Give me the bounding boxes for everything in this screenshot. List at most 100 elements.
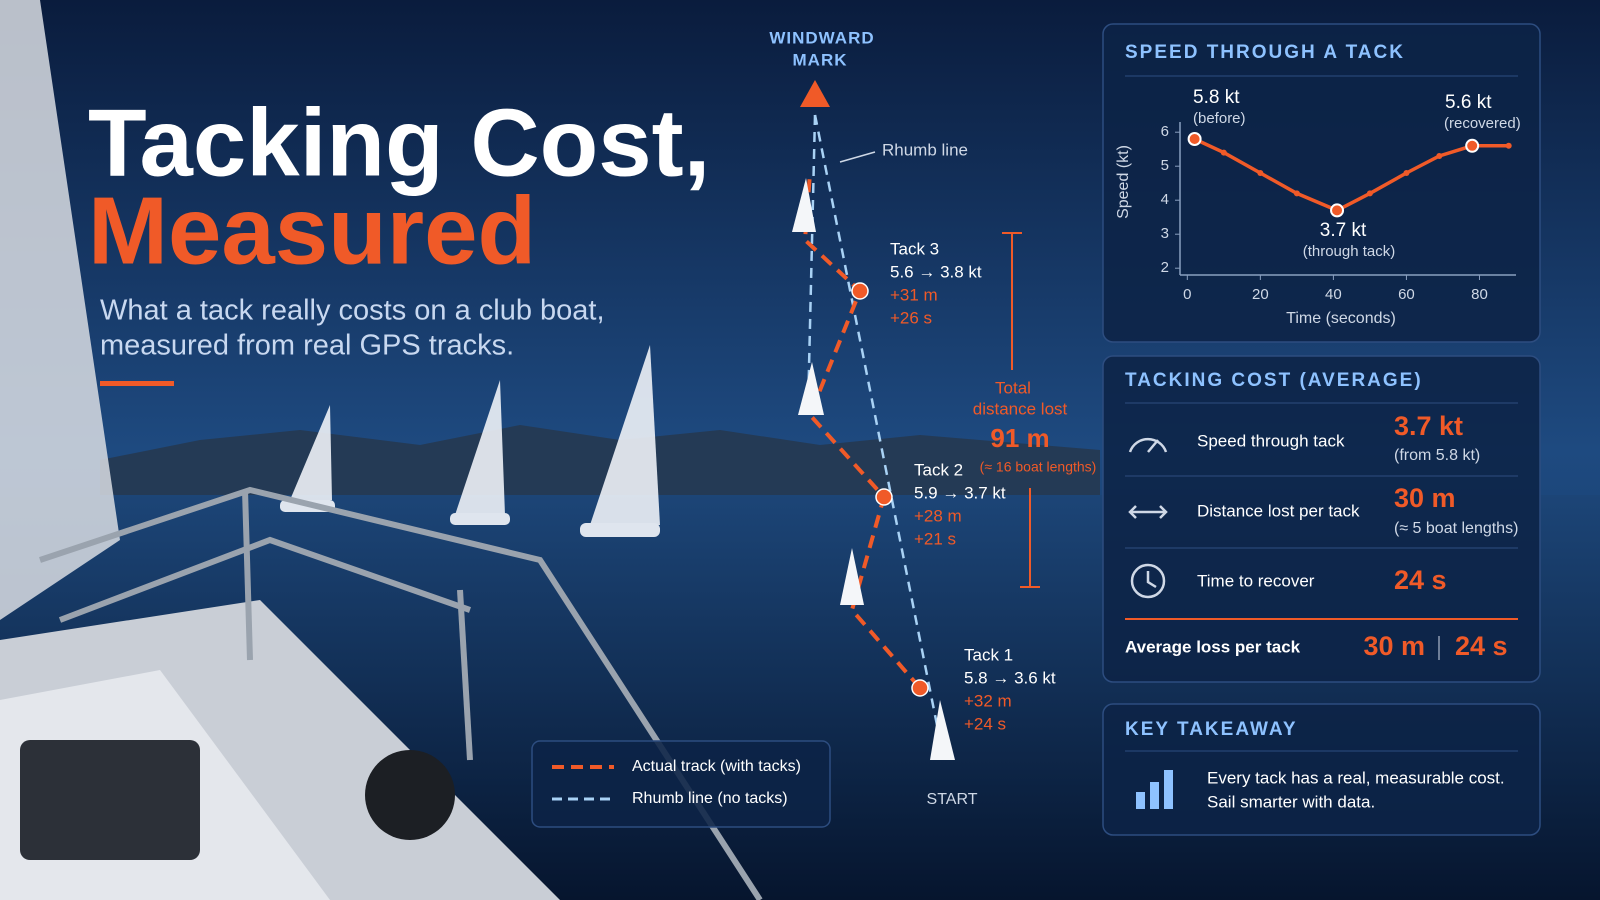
x-tick-label: 20 [1252,286,1269,303]
row-value: 3.7 kt [1394,411,1463,441]
annotation: 3.7 kt [1320,220,1367,241]
decoration [457,589,473,761]
decoration [1136,770,1173,809]
decoration [590,345,660,525]
decoration [290,345,660,525]
decoration [580,523,660,537]
row-note: (from 5.8 kt) [1394,447,1480,464]
decoration [813,114,942,741]
legend-entry: Actual track (with tacks) [632,758,801,775]
legend-entry: Rhumb line (no tacks) [632,790,788,807]
decoration: Speed through tack 3.7 kt (from 5.8 kt) … [1125,411,1518,661]
tack-name: Tack 2 [914,460,963,479]
y-tick-label: 6 [1161,123,1169,140]
row-value: 24 s [1394,565,1447,595]
tack-distance: +32 m [964,691,1012,710]
decoration [1128,505,1137,519]
decoration [806,114,817,411]
x-tick-label: 0 [1183,286,1191,303]
decoration [0,0,120,620]
y-tick-label: 4 [1161,191,1169,208]
y-axis-label: Speed (kt) [1115,145,1132,219]
tack-time: +26 s [890,308,932,327]
row-label: Distance lost per tack [1197,501,1360,520]
decoration [1102,355,1541,683]
mark-label: WINDWARD [769,28,874,47]
annotation-note: (recovered) [1444,115,1521,132]
decoration [450,513,510,525]
decoration [1150,782,1159,809]
total-label: Total [995,378,1031,397]
row-label: Speed through tack [1197,431,1345,450]
average-label: Average loss per tack [1125,637,1301,656]
title: Tacking Cost, [88,89,710,196]
decoration [800,80,830,107]
decoration [1102,703,1541,836]
tack-name: Tack 1 [964,645,1013,664]
data-point [1220,149,1227,156]
tack-distance: +31 m [890,285,938,304]
data-point [1366,190,1373,197]
decoration [840,548,864,605]
data-point [1403,170,1410,176]
row-note: (≈ 5 boat lengths) [1394,520,1518,537]
decoration [792,178,816,232]
data-point [1187,132,1202,146]
decoration [1002,232,1040,588]
takeaway-text: Every tack has a real, measurable cost. [1207,768,1505,787]
decoration [792,178,955,760]
decoration [455,380,505,515]
data-point [1293,190,1300,197]
decoration [365,750,455,840]
tack-name: Tack 3 [890,239,939,258]
chart-title: SPEED THROUGH A TACK [1125,42,1405,63]
x-tick-label: 40 [1325,286,1342,303]
annotation-note: (through tack) [1303,243,1396,260]
decoration [100,381,174,386]
data-point [1436,153,1443,159]
decoration [39,486,763,900]
y-tick-label: 3 [1161,225,1169,242]
tack-distance: +28 m [914,506,962,525]
tack-speeds: 5.9 → 3.7 kt [914,483,1006,502]
data-point [1257,170,1264,176]
decoration [1130,563,1166,599]
row-label: Time to recover [1197,571,1315,590]
x-tick-label: 80 [1471,286,1488,303]
decoration [242,489,253,661]
y-tick-label: 2 [1161,259,1169,276]
decoration [58,536,471,623]
decoration [39,486,763,900]
decoration [798,362,824,415]
decoration [1128,437,1168,453]
data-point [1465,138,1480,153]
row-value: 30 m [1394,483,1456,513]
decoration [20,740,200,860]
decoration [851,282,869,300]
average-time: 24 s [1455,631,1508,661]
decoration [839,151,876,163]
tack-time: +24 s [964,714,1006,733]
tack-time: +21 s [914,529,956,548]
decoration [290,405,332,500]
decoration [1128,505,1168,519]
subtitle: What a tack really costs on a club boat, [100,295,605,327]
panel-title: TACKING COST (AVERAGE) [1125,370,1423,391]
title: Measured [88,177,536,284]
takeaway-text: Sail smarter with data. [1207,792,1375,811]
mark-label: MARK [793,50,848,69]
decoration [930,700,955,760]
average-distance: 30 m [1363,631,1425,661]
rhumb-label: Rhumb line [882,140,968,159]
y-tick-label: 5 [1161,157,1169,174]
tack-speeds: 5.8 → 3.6 kt [964,668,1056,687]
decoration [1159,505,1168,519]
decoration [1147,439,1159,453]
total-value: 91 m [990,423,1049,453]
data-point [1330,203,1345,218]
decoration: Tack 3 5.6 → 3.8 kt +31 m +26 s Tack 2 5… [890,239,1056,733]
panel-title: KEY TAKEAWAY [1125,719,1298,740]
total-note: (≈ 16 boat lengths) [980,459,1097,475]
